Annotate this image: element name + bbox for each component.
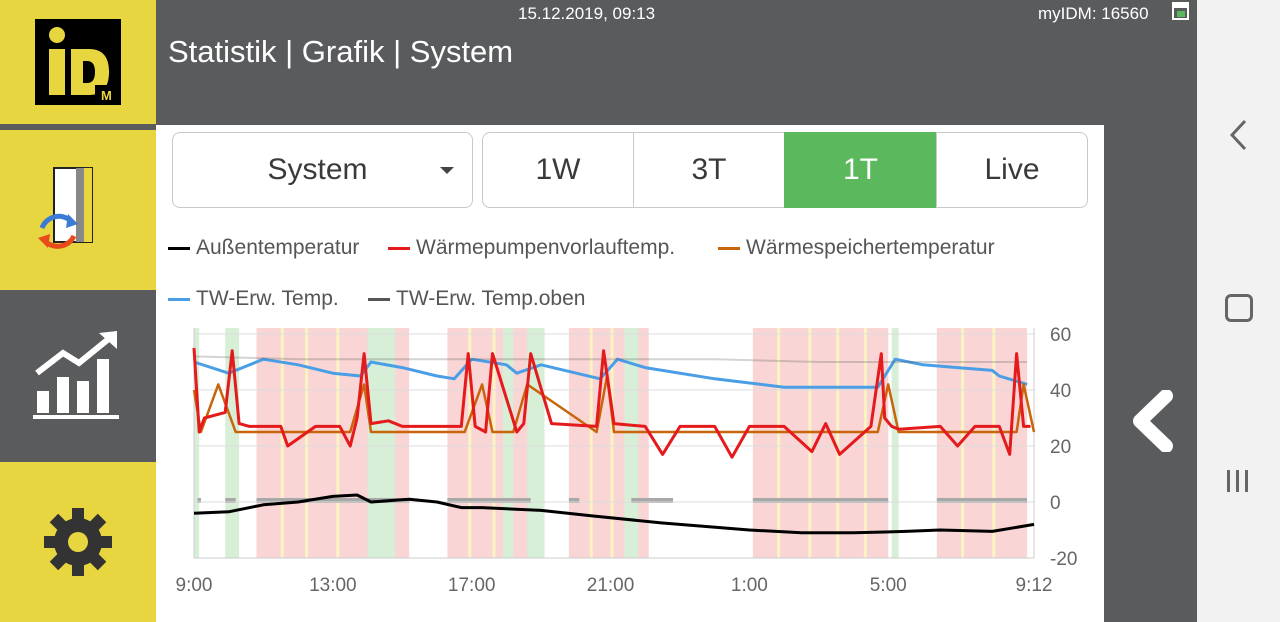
x-tick-label: 9:00 [176,575,213,596]
compressor-band [305,328,309,558]
legend-item-tw-erw-temp-oben[interactable]: TW-Erw. Temp.oben [368,287,585,311]
compressor-band [863,328,867,558]
idm-logo: M [35,19,121,105]
compressor-band [808,328,812,558]
page-title: Statistik | Grafik | System [168,34,514,69]
status-block [568,498,580,503]
range-1w-button[interactable]: 1W [482,132,634,208]
status-block [197,498,201,503]
series-line-3 [192,374,1036,434]
dhw-band [502,328,514,558]
compressor-band [610,328,614,558]
settings-tile[interactable] [0,462,156,622]
range-label: 3T [691,153,727,186]
x-tick-label: 21:00 [587,575,635,596]
legend-label: TW-Erw. Temp. [196,287,339,310]
status-block [752,498,889,503]
range-3t-button[interactable]: 3T [633,132,785,208]
dhw-band [891,328,899,558]
heat-exchange-icon [38,167,93,249]
chart-up-icon [33,331,119,419]
status-block [631,498,674,503]
chevron-left-icon[interactable] [1227,118,1251,152]
compressor-band [992,328,996,558]
compressor-band [492,328,496,558]
series-line-2 [193,355,1028,363]
logo-tile: M [0,0,156,124]
legend-item-aussentemperatur[interactable]: Außentemperatur [168,236,359,260]
idm-logo-mark: M [49,27,119,103]
heatpump-tile[interactable] [0,130,156,290]
statistics-tile[interactable] [0,296,156,456]
system-dropdown[interactable]: System [172,132,473,208]
legend-label: TW-Erw. Temp.oben [396,287,586,310]
range-live-button[interactable]: Live [936,132,1088,208]
compressor-band [280,328,284,558]
series-line-4 [192,347,1031,459]
y-tick-label: -20 [1050,549,1077,570]
x-tick-label: 1:00 [731,575,768,596]
range-label: 1W [535,153,581,186]
status-block [936,498,1028,503]
legend-swatch [368,297,390,301]
compressor-band [961,328,965,558]
legend-swatch [388,246,410,250]
x-tick-label: 17:00 [448,575,496,596]
datetime-label: 15.12.2019, 09:13 [518,4,656,23]
compressor-band [589,328,593,558]
collapse-chevron-icon[interactable] [1130,390,1174,452]
status-block [447,498,531,503]
gear-icon [44,508,112,576]
legend-item-waermepumpenvorlauftemp[interactable]: Wärmepumpenvorlauftemp. [388,236,675,260]
legend-item-tw-erw-temp[interactable]: TW-Erw. Temp. [168,287,339,311]
heating-band [447,328,531,558]
compressor-band [836,328,840,558]
legend-swatch [168,297,190,301]
range-label: 1T [842,153,878,186]
range-label: Live [984,153,1040,186]
x-tick-label: 5:00 [870,575,907,596]
legend-label: Wärmepumpenvorlauftemp. [416,236,676,259]
dropdown-value: System [267,153,368,186]
status-block [256,498,410,503]
account-label: myIDM: 16560 [1038,4,1149,23]
temperature-chart[interactable]: 60 40 20 0 -20 9:00 13:00 17:00 21:00 1:00 5:00 9:1… [156,320,1104,610]
range-1t-button[interactable]: 1T [784,132,937,208]
y-tick-label: 20 [1050,437,1071,458]
status-block [225,498,236,503]
window-icon[interactable] [1172,2,1189,20]
series-line-0 [193,493,1035,535]
caret-down-icon [440,167,454,174]
x-tick-label: 13:00 [309,575,357,596]
compressor-band [336,328,340,558]
compressor-band [468,328,472,558]
legend-label: Wärmespeichertemperatur [746,236,995,259]
compressor-band [777,328,781,558]
legend-swatch [168,246,190,250]
svg-text:M: M [101,88,112,103]
y-tick-label: 60 [1050,325,1071,346]
dhw-band [194,328,200,558]
system-navigation-bar [1197,0,1280,622]
recents-icon[interactable] [1225,468,1251,494]
y-tick-label: 40 [1050,381,1071,402]
legend-label: Außentemperatur [196,236,360,259]
square-home-icon[interactable] [1225,294,1253,322]
legend-swatch [718,246,740,250]
y-tick-label: 0 [1050,493,1061,514]
x-tick-label: 9:12 [1016,575,1053,596]
legend-item-waermespeichertemperatur[interactable]: Wärmespeichertemperatur [718,236,995,260]
